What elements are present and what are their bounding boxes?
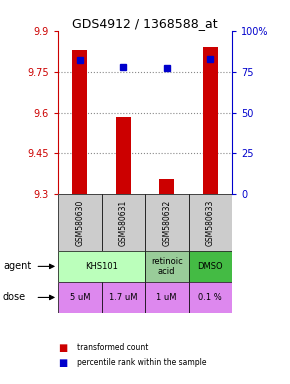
Bar	[203, 47, 218, 194]
Text: GSM580630: GSM580630	[75, 199, 84, 246]
Text: transformed count: transformed count	[77, 343, 148, 352]
Text: ■: ■	[58, 358, 67, 368]
Bar	[188, 282, 232, 313]
Bar	[58, 194, 102, 251]
Bar	[188, 194, 232, 251]
Text: 5 uM: 5 uM	[70, 293, 90, 302]
Text: agent: agent	[3, 262, 31, 271]
Text: retinoic
acid: retinoic acid	[151, 257, 183, 276]
Text: KHS101: KHS101	[85, 262, 118, 271]
Text: GSM580631: GSM580631	[119, 200, 128, 246]
Bar	[102, 282, 145, 313]
Text: GSM580633: GSM580633	[206, 199, 215, 246]
Bar	[159, 179, 174, 194]
Text: ■: ■	[58, 343, 67, 353]
Bar	[72, 50, 87, 194]
Text: 1.7 uM: 1.7 uM	[109, 293, 137, 302]
Text: percentile rank within the sample: percentile rank within the sample	[77, 358, 206, 367]
Bar	[145, 251, 188, 282]
Text: 1 uM: 1 uM	[157, 293, 177, 302]
Title: GDS4912 / 1368588_at: GDS4912 / 1368588_at	[72, 17, 218, 30]
Bar	[116, 117, 131, 194]
Text: 0.1 %: 0.1 %	[198, 293, 222, 302]
Text: dose: dose	[3, 293, 26, 303]
Text: GSM580632: GSM580632	[162, 200, 171, 246]
Bar	[145, 282, 188, 313]
Bar	[58, 282, 102, 313]
Bar	[145, 194, 188, 251]
Text: DMSO: DMSO	[197, 262, 223, 271]
Bar	[188, 251, 232, 282]
Bar	[58, 251, 145, 282]
Bar	[102, 194, 145, 251]
